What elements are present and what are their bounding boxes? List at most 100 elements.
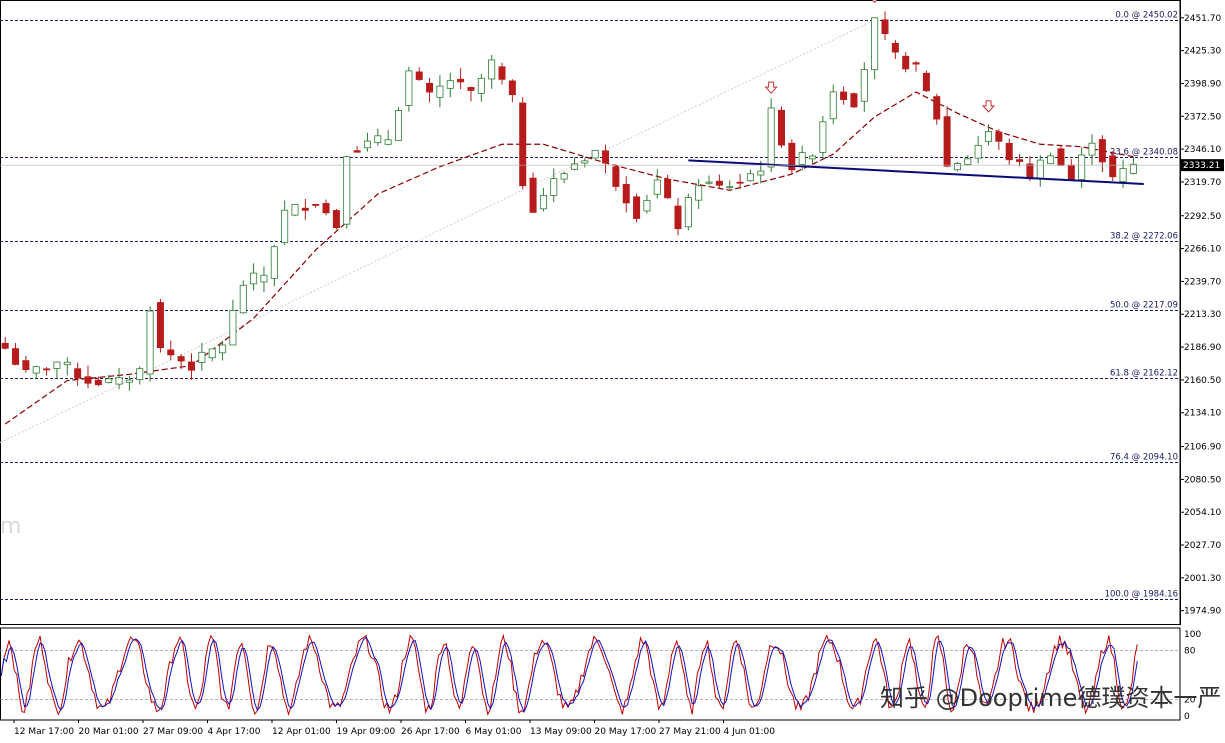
candle [74, 362, 82, 386]
candle-body [136, 368, 144, 380]
candle-body [332, 210, 340, 229]
candle [1109, 151, 1117, 182]
candle-body [477, 77, 485, 94]
candle [187, 353, 195, 380]
candle-body [250, 272, 258, 285]
candle-body [664, 178, 672, 199]
candle-body [508, 80, 516, 96]
candle-body [674, 205, 682, 230]
candle-body [446, 80, 454, 89]
candle [1067, 159, 1075, 180]
candle [167, 340, 175, 360]
candle-body [1109, 155, 1117, 178]
candle-body [736, 181, 744, 184]
candle [726, 180, 734, 189]
candle-body [881, 19, 889, 35]
candle-body [156, 302, 164, 349]
candle [581, 158, 589, 168]
candle-body [270, 246, 278, 279]
x-tick-label: 26 Apr 17:00 [401, 727, 460, 737]
candle-body [570, 163, 578, 170]
brand-watermark: 知乎 @Dooprime德璞资本一严 [880, 684, 1221, 712]
candle [519, 97, 527, 190]
candle [477, 73, 485, 102]
candle [270, 244, 278, 287]
candle-body [902, 55, 910, 70]
candle [125, 375, 133, 391]
candle [591, 149, 599, 159]
stoch-signal-line [0, 636, 1138, 714]
candle [1129, 157, 1137, 175]
candle [498, 62, 506, 85]
pattern-annotations[interactable] [688, 0, 1144, 186]
candle [457, 68, 465, 90]
candle [1005, 138, 1013, 165]
candle-body [550, 178, 558, 196]
x-tick-label: 4 Apr 17:00 [208, 727, 261, 737]
candle [384, 129, 392, 146]
candle-body [891, 43, 899, 53]
candle [146, 306, 154, 382]
candle-body [829, 91, 837, 120]
fib-label-0: 0.0 @ 2450.02 [1115, 11, 1178, 21]
candle [239, 280, 247, 314]
candle [53, 361, 61, 379]
x-tick-label: 19 Apr 09:00 [337, 727, 396, 737]
candle-body [633, 196, 641, 219]
candle [405, 66, 413, 112]
candle-body [1067, 164, 1075, 180]
candle [426, 77, 434, 103]
candle [529, 172, 537, 213]
candle [467, 86, 475, 102]
candle-body [74, 368, 82, 379]
candle-body [1016, 159, 1024, 162]
arrow-down-icon[interactable] [764, 81, 778, 94]
candle [664, 174, 672, 199]
arrow-shape [981, 100, 996, 113]
candle [881, 11, 889, 41]
candle-body [612, 166, 620, 187]
y-tick-label: 1974.90 [1184, 607, 1221, 617]
candle-body [1078, 154, 1086, 181]
arrow-down-icon[interactable] [869, 0, 880, 4]
y-tick-label: 2372.50 [1184, 112, 1221, 122]
candle [446, 72, 454, 98]
candle-body [322, 203, 330, 214]
candle [829, 84, 837, 125]
candle-body [125, 379, 133, 383]
candle [1057, 145, 1065, 166]
candle [291, 203, 299, 217]
candle [933, 93, 941, 125]
candle-body [581, 160, 589, 164]
candle-body [974, 144, 982, 159]
candle [1098, 135, 1106, 173]
x-tick-label: 13 May 09:00 [530, 727, 592, 737]
candle-body [695, 185, 703, 201]
moving-average [4, 91, 1134, 425]
candle-body [32, 366, 40, 374]
candle [964, 155, 972, 166]
candle [260, 266, 268, 293]
candle [43, 367, 51, 376]
y-tick-label: 2186.90 [1184, 343, 1221, 353]
candle [1088, 134, 1096, 166]
y-tick-label: 2346.10 [1184, 145, 1221, 155]
neckline[interactable] [688, 159, 1144, 186]
candle-body [953, 163, 961, 171]
candle [395, 107, 403, 141]
candle-body [426, 82, 434, 93]
y-tick-label: 2239.70 [1184, 277, 1221, 287]
candle [1047, 152, 1055, 165]
candle-body [187, 361, 195, 371]
candle-body [1129, 163, 1137, 174]
candle [860, 62, 868, 113]
candle [136, 366, 144, 385]
candle-body [312, 204, 320, 206]
candle-body [860, 69, 868, 102]
candle [674, 197, 682, 236]
y-tick-label: 2292.50 [1184, 212, 1221, 222]
candle [250, 263, 258, 291]
candle-body [22, 360, 30, 370]
arrow-down-icon[interactable] [981, 100, 996, 113]
